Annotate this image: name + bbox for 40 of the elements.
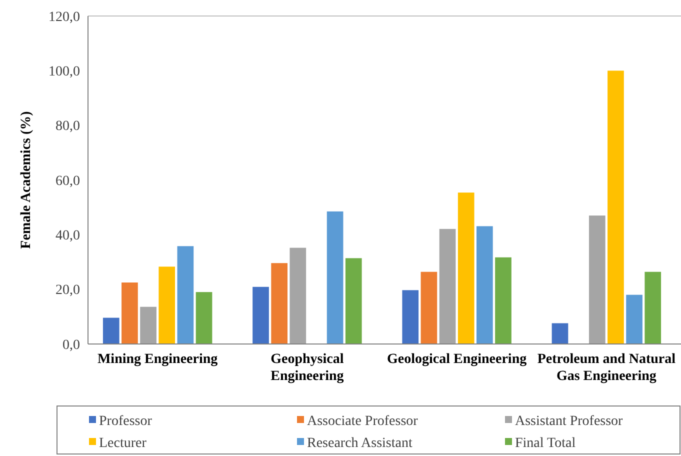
bar: [420, 272, 438, 344]
y-tick-label: 0,0: [62, 338, 80, 353]
bar: [644, 272, 662, 344]
bar: [252, 286, 269, 344]
bar: [439, 228, 456, 344]
bar: [102, 318, 120, 344]
bar: [345, 258, 362, 344]
legend-label: Lecturer: [99, 436, 147, 451]
y-tick-label: 120,0: [48, 10, 80, 25]
legend-label: Final Total: [515, 436, 576, 451]
x-tick-label: Mining Engineering: [97, 352, 218, 367]
bar: [626, 294, 642, 344]
legend-label: Professor: [99, 414, 152, 429]
y-tick-label: 60,0: [56, 174, 80, 189]
bar: [476, 226, 493, 344]
y-tick-label: 80,0: [56, 119, 80, 134]
legend-label: Assistant Professor: [515, 414, 624, 429]
y-tick-label: 20,0: [56, 283, 80, 298]
legend-label: Associate Professor: [307, 414, 418, 429]
x-tick-label: Petroleum and Natural Gas Engineering: [537, 352, 676, 384]
x-tick-label: Geophysical Engineering: [270, 352, 344, 384]
bar: [158, 266, 176, 344]
x-tick-label: Geological Engineering: [387, 352, 527, 367]
bar: [177, 246, 194, 344]
bar: [271, 263, 288, 344]
bar: [290, 248, 306, 344]
y-tick-label: 40,0: [56, 228, 80, 244]
y-axis-title: Female Academics (%): [19, 110, 34, 249]
bar: [458, 192, 474, 344]
bar: [552, 323, 568, 344]
bar: [402, 290, 419, 344]
y-tick-label: 100,0: [48, 64, 80, 80]
bar: [608, 70, 624, 344]
bar: [196, 292, 212, 344]
bar: [495, 257, 512, 344]
bar: [140, 306, 156, 344]
bar: [326, 211, 344, 344]
bar: [122, 282, 138, 344]
bar: [588, 216, 606, 344]
legend-label: Research Assistant: [307, 436, 412, 451]
